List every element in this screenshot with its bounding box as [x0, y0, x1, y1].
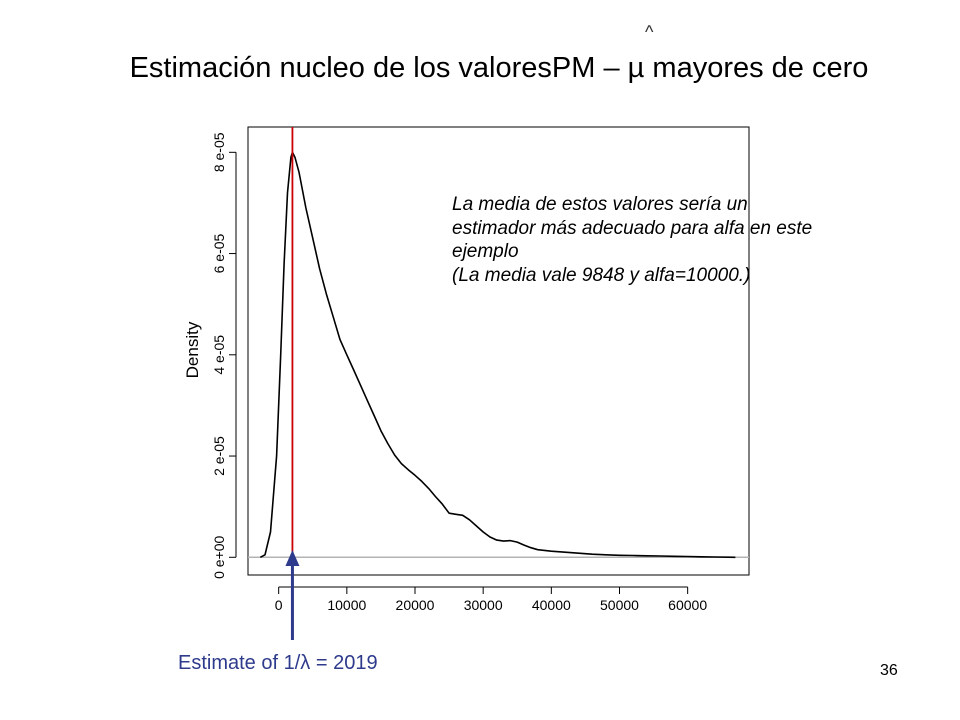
- annotation-line: estimador más adecuado para alfa en este: [452, 217, 813, 239]
- plot-frame: [247, 126, 750, 576]
- page-title: Estimación nucleo de los valoresPM – µ m…: [129, 52, 869, 84]
- annotation-text: La media de estos valores sería un estim…: [452, 193, 922, 287]
- y-axis-label: Density: [183, 321, 202, 378]
- y-tick-label: 8 e-05: [211, 132, 227, 172]
- annotation-line: La media de estos valores sería un: [452, 194, 748, 215]
- x-tick-label: 0: [275, 597, 283, 613]
- hat-mark: ^: [645, 22, 654, 42]
- estimate-arrow-head: [285, 550, 300, 566]
- y-tick-label: 0 e+00: [211, 535, 227, 578]
- y-tick-label: 2 e-05: [211, 436, 227, 476]
- page-number: 36: [880, 662, 898, 679]
- x-tick-label: 30000: [464, 597, 503, 613]
- x-tick-label: 20000: [396, 597, 435, 613]
- x-tick-label: 10000: [327, 597, 366, 613]
- annotation-line: ejemplo: [452, 241, 519, 262]
- estimate-label: Estimate of 1/λ = 2019: [178, 652, 378, 674]
- y-tick-label: 4 e-05: [211, 335, 227, 375]
- x-tick-label: 60000: [668, 597, 707, 613]
- annotation-line: (La media vale 9848 y alfa=10000.): [452, 264, 751, 286]
- x-tick-label: 40000: [532, 597, 571, 613]
- y-tick-label: 6 e-05: [211, 233, 227, 273]
- density-curve: [259, 151, 736, 559]
- x-tick-label: 50000: [600, 597, 639, 613]
